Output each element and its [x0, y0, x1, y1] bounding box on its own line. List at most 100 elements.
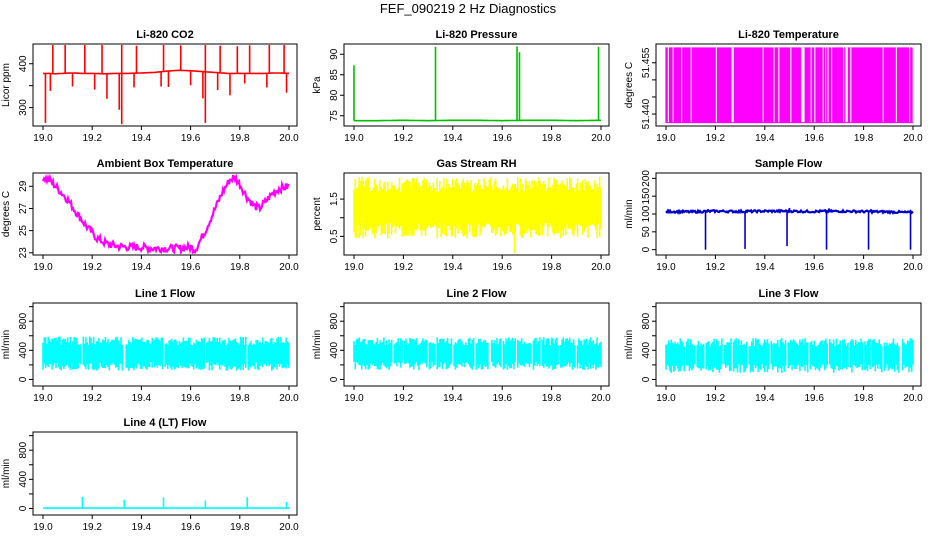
y-tick-label: 0	[641, 376, 652, 382]
plot-frame	[343, 172, 610, 256]
panel-title: Sample Flow	[755, 158, 823, 170]
x-tick-label: 19.0	[33, 133, 53, 144]
y-tick-label: 0	[641, 246, 652, 252]
series-band	[665, 338, 914, 373]
x-tick-label: 19.4	[443, 262, 463, 273]
x-tick-label: 20.0	[903, 262, 923, 273]
x-tick-label: 19.2	[82, 522, 102, 533]
y-tick-label: 90	[329, 48, 340, 60]
x-tick-label: 19.6	[804, 393, 824, 404]
data-layer	[665, 207, 914, 250]
plot-frame	[343, 302, 610, 387]
y-tick-label: 0.5	[329, 229, 340, 243]
plot-frame	[32, 43, 298, 127]
y-tick-label: 23	[18, 247, 29, 259]
y-tick-label: 50	[641, 226, 652, 238]
x-tick-label: 19.8	[230, 133, 250, 144]
y-tick-label: 300	[18, 99, 29, 116]
x-tick-label: 20.0	[279, 393, 299, 404]
x-tick-label: 19.8	[542, 133, 562, 144]
data-layer	[42, 336, 290, 371]
x-tick-label: 19.4	[755, 262, 775, 273]
y-tick-label: 80	[329, 89, 340, 101]
plot-frame	[343, 43, 610, 127]
x-tick-label: 19.8	[542, 393, 562, 404]
y-tick-label: 29	[18, 180, 29, 192]
series-line	[665, 47, 913, 123]
x-tick-label: 19.0	[33, 262, 53, 273]
x-tick-label: 19.4	[443, 393, 463, 404]
x-tick-label: 19.8	[230, 262, 250, 273]
panel-7: Line 1 Flow ml/min 19.0 19.2 19.4 19.6 19.8 20.…	[1, 288, 299, 404]
panel-title: Line 2 Flow	[447, 288, 507, 300]
panel-title: Li-820 Pressure	[436, 29, 518, 41]
x-tick-label: 19.4	[132, 133, 152, 144]
plot-frame	[655, 302, 922, 387]
data-layer	[353, 46, 601, 122]
panel-title: Li-820 Temperature	[738, 29, 839, 41]
x-tick-label: 19.6	[181, 262, 201, 273]
panel-2: Li-820 Pressure kPa 19.0 19.2 19.4 19.6 19.8 20…	[312, 29, 611, 144]
y-tick-label: 400	[18, 342, 29, 359]
y-axis-label: degrees C	[1, 191, 12, 237]
x-tick-label: 19.8	[854, 133, 874, 144]
y-axis-label: ml/min	[624, 199, 635, 228]
y-tick-label: 25	[18, 225, 29, 237]
panel-6: Sample Flow ml/min 19.0 19.2 19.4 19.6 19.8 20.…	[624, 158, 923, 273]
y-axis-label: Licor ppm	[1, 63, 12, 107]
y-tick-label: 0	[329, 376, 340, 382]
y-tick-label: 800	[18, 312, 29, 329]
x-tick-label: 19.2	[82, 133, 102, 144]
x-tick-label: 19.8	[854, 262, 874, 273]
figure-title: FEF_090219 2 Hz Diagnostics	[379, 1, 557, 16]
y-tick-label: 150	[641, 187, 652, 204]
series-band	[42, 336, 290, 371]
series-line	[41, 174, 290, 254]
x-tick-label: 20.0	[591, 262, 611, 273]
data-layer	[41, 174, 290, 254]
panel-8: Line 2 Flow ml/min 19.0 19.2 19.4 19.6 19.8 20.…	[312, 288, 611, 404]
x-tick-label: 20.0	[591, 133, 611, 144]
x-tick-label: 19.2	[706, 393, 726, 404]
panel-4: Ambient Box Temperature degrees C 19.0 19.2…	[1, 158, 299, 273]
plot-frame	[32, 172, 298, 256]
panel-3: Li-820 Temperature degrees C 19.0 19.2 19.4 1…	[624, 29, 923, 144]
x-tick-label: 19.4	[443, 133, 463, 144]
panel-title: Line 4 (LT) Flow	[124, 417, 207, 429]
x-tick-label: 19.2	[394, 133, 414, 144]
x-tick-label: 19.2	[394, 393, 414, 404]
y-tick-label: 200	[641, 170, 652, 187]
x-tick-label: 19.2	[394, 262, 414, 273]
data-layer	[43, 45, 290, 125]
x-tick-label: 19.0	[656, 262, 676, 273]
y-tick-label: 100	[641, 205, 652, 222]
panel-title: Gas Stream RH	[436, 158, 516, 170]
y-axis-label: ml/min	[1, 459, 12, 488]
data-layer	[43, 496, 289, 509]
y-tick-label: 75	[329, 110, 340, 122]
panel-title: Li-820 CO2	[136, 29, 193, 41]
x-tick-label: 19.6	[804, 262, 824, 273]
y-axis-label: percent	[312, 197, 323, 231]
panel-5: Gas Stream RH percent 19.0 19.2 19.4 19.6 19.8…	[312, 158, 611, 273]
y-axis-label: degrees C	[624, 62, 635, 108]
data-layer	[353, 176, 602, 254]
x-tick-label: 19.8	[542, 262, 562, 273]
y-tick-label: 1.5	[329, 192, 340, 206]
y-tick-label: 0	[18, 376, 29, 382]
y-tick-label: 800	[641, 312, 652, 329]
x-tick-label: 19.8	[230, 522, 250, 533]
x-tick-label: 19.0	[344, 393, 364, 404]
y-tick-label: 400	[18, 55, 29, 72]
x-tick-label: 19.2	[706, 133, 726, 144]
plot-frame	[655, 172, 922, 256]
x-tick-label: 19.4	[132, 393, 152, 404]
panel-9: Line 3 Flow ml/min 19.0 19.2 19.4 19.6 19.8 20.…	[624, 288, 923, 404]
series-band	[353, 337, 602, 370]
y-tick-label: 800	[18, 441, 29, 458]
panel-title: Line 1 Flow	[135, 288, 195, 300]
y-tick-label: 85	[329, 69, 340, 81]
x-tick-label: 19.0	[344, 133, 364, 144]
panel-title: Line 3 Flow	[759, 288, 819, 300]
